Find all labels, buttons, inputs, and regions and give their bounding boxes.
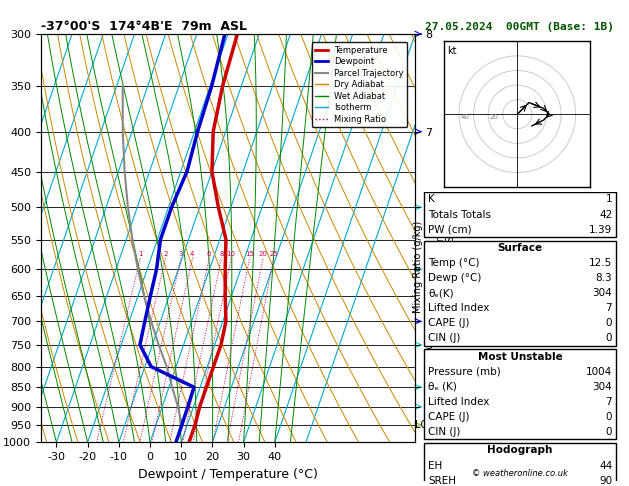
Bar xyxy=(424,349,616,439)
Text: θₑ(K): θₑ(K) xyxy=(428,288,454,298)
Text: 40: 40 xyxy=(460,114,469,120)
Text: 0: 0 xyxy=(606,427,612,437)
Text: 1.39: 1.39 xyxy=(589,225,612,235)
Text: 3: 3 xyxy=(179,251,183,257)
Text: 6: 6 xyxy=(207,251,211,257)
Text: 8.3: 8.3 xyxy=(596,273,612,283)
Text: 44: 44 xyxy=(599,461,612,470)
Text: 15: 15 xyxy=(245,251,254,257)
Text: θₑ (K): θₑ (K) xyxy=(428,382,457,392)
Text: Temp (°C): Temp (°C) xyxy=(428,258,480,268)
Text: CAPE (J): CAPE (J) xyxy=(428,412,470,422)
Text: Mixing Ratio (g/kg): Mixing Ratio (g/kg) xyxy=(413,221,423,313)
Text: PW (cm): PW (cm) xyxy=(428,225,472,235)
Text: Dewp (°C): Dewp (°C) xyxy=(428,273,482,283)
Text: CIN (J): CIN (J) xyxy=(428,333,460,343)
Text: 12.5: 12.5 xyxy=(589,258,612,268)
Text: 0: 0 xyxy=(606,333,612,343)
Text: Pressure (mb): Pressure (mb) xyxy=(428,367,501,377)
Text: 1: 1 xyxy=(138,251,142,257)
Text: © weatheronline.co.uk: © weatheronline.co.uk xyxy=(472,469,568,478)
Text: 90: 90 xyxy=(599,476,612,486)
Text: 7: 7 xyxy=(606,303,612,313)
Text: Hodograph: Hodograph xyxy=(487,446,553,455)
Text: -37°00'S  174°4B'E  79m  ASL: -37°00'S 174°4B'E 79m ASL xyxy=(41,20,247,33)
Text: CAPE (J): CAPE (J) xyxy=(428,318,470,328)
Text: Totals Totals: Totals Totals xyxy=(428,209,491,220)
Text: 2: 2 xyxy=(163,251,167,257)
Bar xyxy=(424,192,616,237)
Text: Lifted Index: Lifted Index xyxy=(428,397,489,407)
Text: 1004: 1004 xyxy=(586,367,612,377)
Legend: Temperature, Dewpoint, Parcel Trajectory, Dry Adiabat, Wet Adiabat, Isotherm, Mi: Temperature, Dewpoint, Parcel Trajectory… xyxy=(312,42,407,127)
Text: 7: 7 xyxy=(606,397,612,407)
Text: Lifted Index: Lifted Index xyxy=(428,303,489,313)
Y-axis label: km
ASL: km ASL xyxy=(435,227,457,249)
Text: SREH: SREH xyxy=(428,476,456,486)
Text: Surface: Surface xyxy=(498,243,543,253)
Text: 20: 20 xyxy=(489,114,499,120)
Text: 27.05.2024  00GMT (Base: 1B): 27.05.2024 00GMT (Base: 1B) xyxy=(425,22,613,32)
Text: 4: 4 xyxy=(190,251,194,257)
Text: 20: 20 xyxy=(259,251,267,257)
Text: 8: 8 xyxy=(219,251,224,257)
Text: kt: kt xyxy=(447,46,457,56)
Text: 1: 1 xyxy=(606,194,612,205)
Text: 304: 304 xyxy=(593,288,612,298)
Text: CIN (J): CIN (J) xyxy=(428,427,460,437)
Text: 25: 25 xyxy=(269,251,278,257)
Text: 10: 10 xyxy=(226,251,236,257)
Text: K: K xyxy=(428,194,435,205)
Text: 42: 42 xyxy=(599,209,612,220)
Text: EH: EH xyxy=(428,461,442,470)
Bar xyxy=(424,241,616,346)
Text: LCL: LCL xyxy=(415,420,433,430)
Text: Most Unstable: Most Unstable xyxy=(478,352,562,362)
X-axis label: Dewpoint / Temperature (°C): Dewpoint / Temperature (°C) xyxy=(138,468,318,481)
Text: 304: 304 xyxy=(593,382,612,392)
Text: 0: 0 xyxy=(606,412,612,422)
Text: 0: 0 xyxy=(606,318,612,328)
Bar xyxy=(424,443,616,486)
